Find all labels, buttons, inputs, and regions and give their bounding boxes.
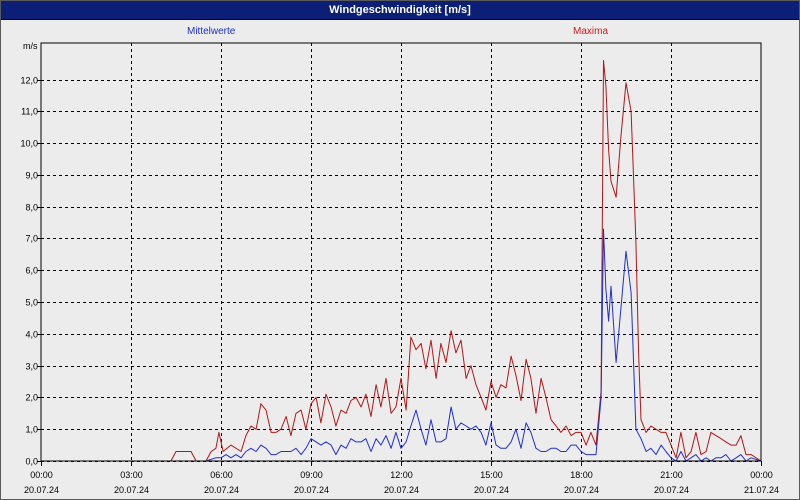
- data-lines: [41, 60, 762, 462]
- x-tick-date-label: 20.07.24: [384, 485, 419, 495]
- x-tick-date-label: 20.07.24: [204, 485, 239, 495]
- x-tick-date-label: 20.07.24: [114, 485, 149, 495]
- x-tick-date-label: 21.07.24: [744, 485, 779, 495]
- y-tick-label: 7,0: [25, 234, 38, 244]
- x-tick-time-label: 21:00: [660, 470, 683, 480]
- y-tick-label: 4,0: [25, 330, 38, 340]
- legend-mean-label: Mittelwerte: [187, 26, 236, 37]
- y-tick-label: 2,0: [25, 393, 38, 403]
- y-tick-label: 8,0: [25, 203, 38, 213]
- x-tick-date-label: 20.07.24: [654, 485, 689, 495]
- y-tick-label: 6,0: [25, 266, 38, 276]
- x-tick-time-label: 12:00: [390, 470, 413, 480]
- x-tick-time-label: 09:00: [300, 470, 323, 480]
- x-tick-date-label: 20.07.24: [294, 485, 329, 495]
- x-tick-time-label: 06:00: [210, 470, 233, 480]
- y-tick-label: 1,0: [25, 425, 38, 435]
- x-tick-date-label: 20.07.24: [474, 485, 509, 495]
- grid-lines: [41, 43, 761, 462]
- x-tick-time-label: 00:00: [30, 470, 53, 480]
- x-tick-time-label: 18:00: [570, 470, 593, 480]
- x-tick-date-label: 20.07.24: [564, 485, 599, 495]
- plot-frame: [40, 42, 762, 462]
- x-tick-date-label: 20.07.24: [24, 485, 59, 495]
- x-tick-time-label: 00:00: [750, 470, 773, 480]
- y-tick-label: 11,0: [21, 107, 38, 117]
- title-bar: Windgeschwindigkeit [m/s]: [1, 1, 799, 20]
- legend-max-label: Maxima: [573, 26, 609, 37]
- y-axis-ticks: 0,0 1,0 2,0 3,0 4,0 5,0 6,0 7,0 8,0 9,0 10,0 11,0 12…: [20, 76, 41, 467]
- x-axis-ticks: 00:00 20.07.24 03:00 20.07.24 06:00 20.07.24 0…: [24, 461, 779, 495]
- y-tick-label: 0,0: [25, 457, 38, 467]
- series-line-maxima: [41, 60, 762, 462]
- y-axis-unit: m/s: [23, 41, 38, 51]
- y-tick-label: 10,0: [20, 139, 38, 149]
- y-tick-label: 12,0: [20, 76, 38, 86]
- window-title: Windgeschwindigkeit [m/s]: [329, 4, 471, 16]
- y-tick-label: 3,0: [25, 362, 38, 372]
- y-tick-label: 5,0: [25, 298, 38, 308]
- y-tick-label: 9,0: [25, 171, 38, 181]
- x-tick-time-label: 03:00: [120, 470, 143, 480]
- series-line-mittelwerte: [41, 228, 762, 462]
- x-tick-time-label: 15:00: [480, 470, 503, 480]
